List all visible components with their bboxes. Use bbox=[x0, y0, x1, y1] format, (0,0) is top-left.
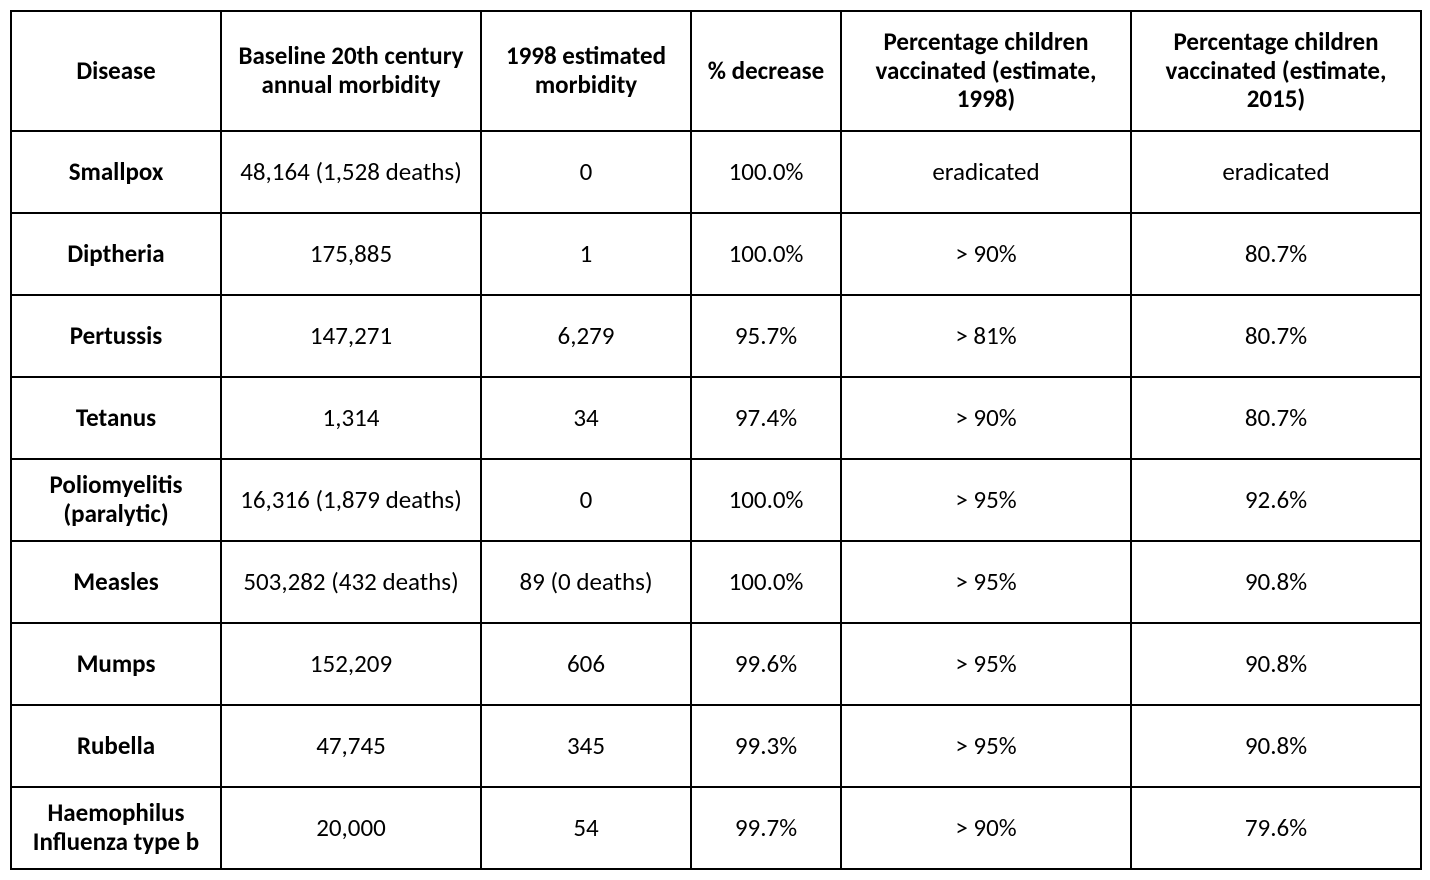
cell-vacc-2015: 80.7% bbox=[1131, 295, 1421, 377]
cell-decrease: 100.0% bbox=[691, 131, 841, 213]
cell-vacc-2015: 80.7% bbox=[1131, 213, 1421, 295]
cell-vacc-2015: 92.6% bbox=[1131, 459, 1421, 541]
cell-disease: Mumps bbox=[11, 623, 221, 705]
cell-baseline: 48,164 (1,528 deaths) bbox=[221, 131, 481, 213]
cell-vacc-1998: > 81% bbox=[841, 295, 1131, 377]
cell-disease: Poliomyelitis (paralytic) bbox=[11, 459, 221, 541]
cell-disease: Rubella bbox=[11, 705, 221, 787]
cell-1998: 89 (0 deaths) bbox=[481, 541, 691, 623]
cell-vacc-1998: > 90% bbox=[841, 213, 1131, 295]
cell-vacc-2015: 90.8% bbox=[1131, 541, 1421, 623]
cell-decrease: 100.0% bbox=[691, 459, 841, 541]
cell-1998: 0 bbox=[481, 459, 691, 541]
cell-1998: 34 bbox=[481, 377, 691, 459]
table-row: Diptheria 175,885 1 100.0% > 90% 80.7% bbox=[11, 213, 1421, 295]
cell-baseline: 47,745 bbox=[221, 705, 481, 787]
col-header-disease: Disease bbox=[11, 11, 221, 131]
cell-1998: 0 bbox=[481, 131, 691, 213]
cell-vacc-2015: 90.8% bbox=[1131, 705, 1421, 787]
cell-vacc-1998: > 95% bbox=[841, 541, 1131, 623]
cell-vacc-1998: > 95% bbox=[841, 705, 1131, 787]
table-header-row: Disease Baseline 20th century annual mor… bbox=[11, 11, 1421, 131]
cell-baseline: 175,885 bbox=[221, 213, 481, 295]
cell-decrease: 99.6% bbox=[691, 623, 841, 705]
cell-baseline: 503,282 (432 deaths) bbox=[221, 541, 481, 623]
cell-1998: 1 bbox=[481, 213, 691, 295]
cell-decrease: 99.3% bbox=[691, 705, 841, 787]
cell-baseline: 16,316 (1,879 deaths) bbox=[221, 459, 481, 541]
cell-disease: Measles bbox=[11, 541, 221, 623]
table-row: Rubella 47,745 345 99.3% > 95% 90.8% bbox=[11, 705, 1421, 787]
col-header-vacc-2015: Percentage children vaccinated (estimate… bbox=[1131, 11, 1421, 131]
cell-1998: 6,279 bbox=[481, 295, 691, 377]
cell-decrease: 97.4% bbox=[691, 377, 841, 459]
col-header-decrease: % decrease bbox=[691, 11, 841, 131]
cell-vacc-1998: > 95% bbox=[841, 459, 1131, 541]
cell-vacc-1998: > 95% bbox=[841, 623, 1131, 705]
col-header-1998: 1998 estimated morbidity bbox=[481, 11, 691, 131]
col-header-baseline: Baseline 20th century annual morbidity bbox=[221, 11, 481, 131]
table-row: Tetanus 1,314 34 97.4% > 90% 80.7% bbox=[11, 377, 1421, 459]
cell-baseline: 152,209 bbox=[221, 623, 481, 705]
cell-decrease: 95.7% bbox=[691, 295, 841, 377]
cell-vacc-2015: 90.8% bbox=[1131, 623, 1421, 705]
cell-1998: 345 bbox=[481, 705, 691, 787]
morbidity-table: Disease Baseline 20th century annual mor… bbox=[10, 10, 1422, 870]
cell-decrease: 100.0% bbox=[691, 541, 841, 623]
cell-vacc-1998: > 90% bbox=[841, 377, 1131, 459]
table-row: Poliomyelitis (paralytic) 16,316 (1,879 … bbox=[11, 459, 1421, 541]
cell-disease: Tetanus bbox=[11, 377, 221, 459]
table-row: Pertussis 147,271 6,279 95.7% > 81% 80.7… bbox=[11, 295, 1421, 377]
table-row: Measles 503,282 (432 deaths) 89 (0 death… bbox=[11, 541, 1421, 623]
table-row: Mumps 152,209 606 99.6% > 95% 90.8% bbox=[11, 623, 1421, 705]
cell-1998: 606 bbox=[481, 623, 691, 705]
cell-disease: Pertussis bbox=[11, 295, 221, 377]
cell-vacc-2015: 80.7% bbox=[1131, 377, 1421, 459]
cell-baseline: 147,271 bbox=[221, 295, 481, 377]
table-row: Smallpox 48,164 (1,528 deaths) 0 100.0% … bbox=[11, 131, 1421, 213]
cell-vacc-1998: eradicated bbox=[841, 131, 1131, 213]
col-header-vacc-1998: Percentage children vaccinated (estimate… bbox=[841, 11, 1131, 131]
cell-vacc-2015: eradicated bbox=[1131, 131, 1421, 213]
cell-baseline: 1,314 bbox=[221, 377, 481, 459]
cell-disease: Smallpox bbox=[11, 131, 221, 213]
cell-disease: Diptheria bbox=[11, 213, 221, 295]
cell-decrease: 100.0% bbox=[691, 213, 841, 295]
